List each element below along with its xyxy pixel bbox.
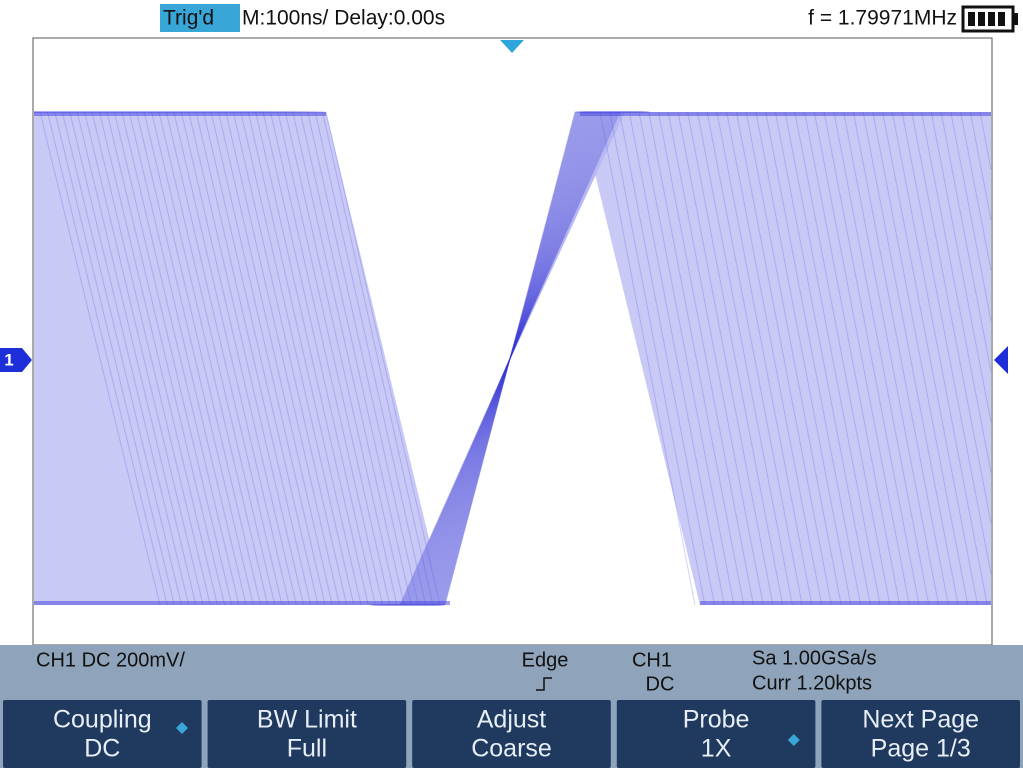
envelope: [326, 112, 445, 605]
trace: [706, 111, 803, 606]
trace: [891, 111, 988, 606]
trace: [911, 111, 992, 524]
sample-rate: Sa 1.00GSa/s: [752, 647, 877, 669]
softkey-label: Probe: [683, 706, 750, 734]
trace: [726, 111, 823, 606]
trace: [735, 111, 832, 606]
softkey-label: BW Limit: [257, 706, 357, 734]
trace: [823, 111, 920, 606]
timebase: M:100ns/ Delay:0.00s: [242, 7, 445, 30]
frequency: f = 1.79971MHz: [808, 7, 957, 30]
envelope: [400, 360, 510, 605]
trace: [930, 111, 992, 422]
trace: [882, 111, 979, 606]
envelope: [34, 112, 326, 605]
spin-icon: [787, 734, 800, 746]
trace: [618, 111, 715, 606]
softkey-value: DC: [84, 735, 120, 763]
trace: [638, 111, 735, 606]
softkey-value: Page 1/3: [871, 735, 971, 763]
trace: [794, 111, 891, 606]
channel-marker: 1: [4, 350, 13, 369]
trigger-type: Edge: [522, 649, 569, 671]
channel-marker-shape: [0, 348, 32, 372]
spin-icon: [176, 722, 188, 734]
trace: [784, 111, 881, 606]
trace: [745, 111, 842, 606]
softkey[interactable]: [821, 700, 1020, 768]
softkey-value: Full: [287, 735, 327, 763]
edge-icon: [536, 677, 552, 691]
softkey-label: Adjust: [477, 706, 547, 734]
softkey[interactable]: [412, 700, 611, 768]
trigger-coupling: DC: [646, 673, 675, 695]
trace: [609, 111, 706, 606]
softkey[interactable]: [3, 700, 202, 768]
envelope: [700, 112, 991, 605]
channel-setting: CH1 DC 200mV/: [36, 649, 185, 671]
trace: [960, 111, 992, 271]
trace: [599, 111, 696, 606]
trigger-source: CH1: [632, 649, 672, 671]
memory-depth: Curr 1.20kpts: [752, 672, 872, 694]
softkey[interactable]: [616, 700, 816, 768]
envelope: [510, 112, 625, 360]
trace: [940, 111, 992, 372]
trace: [843, 111, 940, 606]
trigger-position-marker: [500, 40, 524, 53]
trace: [950, 111, 992, 321]
trace: [921, 111, 992, 473]
trace: [852, 111, 949, 606]
battery-icon: [961, 5, 1018, 33]
trace: [716, 111, 813, 606]
trigger-status: Trig'd: [163, 7, 214, 30]
status-bar: [0, 645, 1023, 698]
trace: [755, 111, 852, 606]
trace: [696, 111, 793, 606]
trace: [969, 111, 992, 220]
trace: [628, 111, 725, 606]
softkey-value: Coarse: [471, 735, 552, 763]
softkey-value: 1X: [701, 735, 732, 763]
trace: [833, 111, 930, 606]
trace: [774, 111, 871, 606]
softkey[interactable]: [207, 700, 407, 768]
trigger-status-badge: [160, 4, 240, 32]
waveform: [34, 111, 992, 606]
trace: [648, 111, 745, 606]
trace: [804, 111, 901, 606]
trace: [979, 111, 992, 170]
trace: [813, 111, 910, 606]
trace: [687, 111, 784, 606]
trace: [657, 111, 754, 606]
trace: [872, 111, 969, 606]
trace: [677, 111, 774, 606]
trace: [901, 111, 992, 574]
softkey-label: Next Page: [862, 706, 979, 734]
trigger-level-marker: [994, 346, 1008, 374]
trace: [765, 111, 862, 606]
trace: [667, 111, 764, 606]
trace: [862, 111, 959, 606]
envelope: [580, 112, 700, 605]
softkey-label: Coupling: [53, 706, 152, 734]
